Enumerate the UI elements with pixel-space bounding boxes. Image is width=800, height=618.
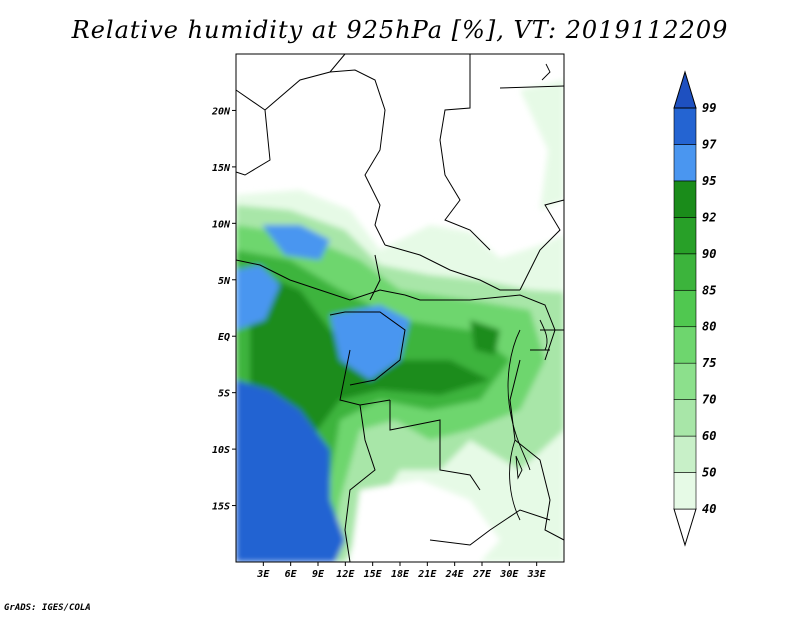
colorbar-segment [673,253,697,291]
colorbar-segment [673,326,697,364]
y-tick-label: 20N [211,106,231,117]
y-tick-label: EQ [218,332,230,343]
y-tick-label: 10S [212,445,230,456]
colorbar-label: 60 [702,429,716,443]
colorbar-label: 75 [702,356,716,370]
colorbar: 40 50 60 70 75 80 85 90 92 95 97 99 [673,70,717,547]
colorbar-label: 85 [702,283,716,297]
y-tick-label: 15N [212,163,231,174]
x-tick-label: 21E [417,569,437,580]
colorbar-segment [673,472,697,510]
colorbar-label: 92 [702,210,716,224]
colorbar-label: 99 [702,101,716,115]
y-tick-label: 5S [218,389,230,400]
x-tick-label: 6E [285,569,298,580]
colorbar-label: 50 [702,466,716,480]
x-tick-label: 9E [312,569,325,580]
x-axis: 3E 6E 9E 12E 15E 18E 21E 24E 27E 30E 33E [256,562,547,580]
lake-outlines [507,63,551,521]
x-tick-label: 27E [472,569,492,580]
colorbar-label: 70 [702,393,716,407]
humidity-field [236,54,564,562]
y-tick-label: 15S [212,502,230,513]
x-tick-label: 24E [445,569,465,580]
x-tick-label: 12E [336,569,355,580]
colorbar-segment [673,180,697,218]
colorbar-label: 97 [702,137,717,151]
colorbar-segment [673,435,697,473]
colorbar-segment [673,217,697,255]
colorbar-segment [673,362,697,400]
colorbar-segment [673,107,697,145]
x-tick-label: 30E [499,569,519,580]
colorbar-label: 80 [702,320,716,334]
colorbar-label: 40 [702,502,716,516]
colorbar-segment [673,289,697,328]
x-tick-label: 33E [527,569,547,580]
y-axis: 20N 15N 10N 5N EQ 5S 10S 15S [211,106,236,513]
x-tick-label: 3E [256,569,270,580]
y-tick-label: 5N [218,276,231,287]
x-tick-label: 18E [391,569,410,580]
y-tick-label: 10N [212,219,231,230]
country-borders [235,53,565,563]
colorbar-label: 95 [702,174,716,188]
map-title: Relative humidity at 925hPa [%], VT: 201… [71,16,729,44]
colorbar-segment [673,144,697,182]
colorbar-extend-high [673,70,697,109]
colorbar-extend-low [673,508,697,547]
colorbar-label: 90 [702,247,716,261]
x-tick-label: 15E [364,569,383,580]
footer-credit: GrADS: IGES/COLA [4,603,91,613]
colorbar-segment [673,399,697,437]
